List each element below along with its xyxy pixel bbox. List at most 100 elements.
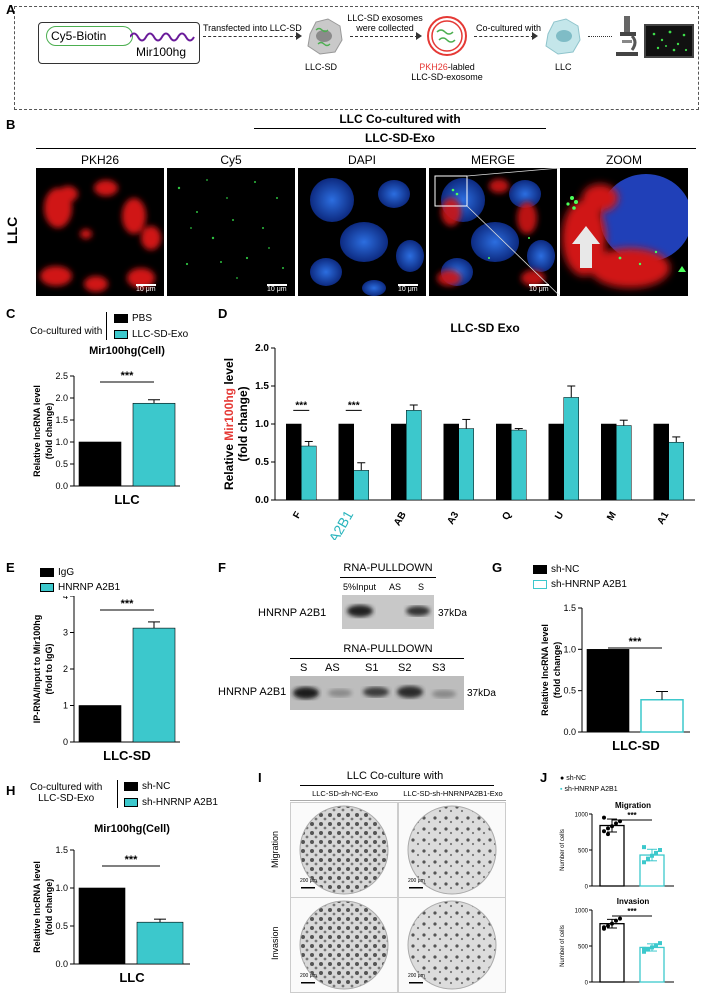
legend-text: HNRNP A2B1	[58, 582, 121, 593]
legend-swatch	[40, 567, 54, 577]
data-point	[602, 815, 606, 820]
y-tick-label: 0.5	[55, 921, 68, 931]
scale-bar	[398, 284, 418, 286]
blot1-lane-1: 5%Input	[343, 582, 377, 592]
y-tick-label: 3	[63, 628, 68, 638]
data-point	[642, 845, 646, 850]
step2-line1: LLC-SD exosomes	[347, 13, 423, 23]
zoom-connector-lines	[466, 168, 561, 296]
bar-sh-hnrnp-a2b1	[136, 921, 184, 965]
legend-text: sh-NC	[142, 781, 171, 792]
data-point	[642, 946, 646, 951]
blot1-title-rule	[340, 577, 436, 578]
bar-sh-hnrnp-a2b1	[640, 699, 684, 733]
y-tick-label: 1.0	[255, 419, 269, 430]
panel-b-title-rule	[36, 148, 696, 149]
legend-item-hnrnp: HNRNP A2B1	[40, 582, 120, 593]
data-point	[658, 848, 662, 852]
significance-stars: ***	[627, 811, 637, 820]
data-point	[646, 857, 650, 862]
migration-sh-hnrnp-image	[398, 802, 506, 898]
mir100hg-gene-label: Mir100hg	[136, 45, 187, 59]
legend-item-sh-nc: ● sh-NC	[560, 775, 587, 782]
panel-label-g: G	[492, 560, 503, 575]
scale-bar	[136, 284, 156, 286]
legend-swatch	[124, 781, 138, 791]
x-tick-label: M	[605, 510, 619, 523]
y-tick-label: 1.0	[55, 437, 68, 447]
row-label-llc: LLC	[4, 216, 20, 244]
y-tick-label: 0	[585, 981, 589, 987]
data-point	[610, 824, 614, 829]
cy5-biotin-pill	[46, 26, 133, 46]
legend-swatch	[40, 582, 54, 592]
merge-image	[429, 168, 557, 296]
exosome-label-line2: LLC-SD-exosome	[411, 72, 483, 82]
y-tick-label: 0.0	[255, 495, 269, 506]
panel-label-c: C	[6, 306, 16, 321]
legend-item-sh-hnrnp: sh-HNRNP A2B1	[124, 797, 218, 808]
y-tick-label: 2.0	[255, 343, 269, 354]
exosome-label-line1: PKH26-labled	[400, 62, 494, 72]
y-tick-label: 2.0	[55, 393, 68, 403]
panel-i-col1: LLC-SD-sh-NC-Exo	[312, 789, 378, 798]
data-point	[654, 943, 658, 948]
legend-text: IgG	[58, 567, 75, 578]
scale-label: 200 μm	[300, 878, 317, 884]
data-point	[610, 921, 614, 926]
channel-label-dapi: DAPI	[347, 153, 376, 167]
panel-j-invasion-chart: Invasion 0 500 1000 Number of cells ***	[560, 897, 674, 987]
panel-label-b: B	[6, 117, 16, 132]
blot2-title-rule	[290, 658, 464, 659]
panel-label-h: H	[6, 783, 16, 798]
bar-a3-treated	[458, 428, 474, 501]
panel-label-i: I	[258, 770, 262, 785]
significance-stars: ***	[121, 598, 135, 610]
step2-label: LLC-SD exosomes were collected	[340, 13, 430, 33]
x-axis-label: LLC-SD	[612, 738, 660, 753]
invasion-sh-hnrnp-image	[398, 897, 506, 993]
y-axis-label: Relative lncRNA level	[32, 385, 42, 477]
scale-label: 10 μm	[267, 286, 287, 293]
blot1-title: RNA-PULLDOWN	[343, 562, 433, 574]
legend-item-pbs: PBS	[114, 313, 152, 324]
zoom-image	[560, 168, 688, 296]
blot2-lane-5: S3	[432, 662, 446, 674]
y-tick-label: 0.5	[55, 459, 68, 469]
blot2-lane-4: S2	[398, 662, 412, 674]
bar-m-treated	[616, 425, 632, 501]
significance-stars: ***	[121, 370, 135, 382]
data-point	[654, 850, 658, 855]
panel-b-title: LLC Co-cultured with LLC-SD-Exo	[240, 112, 560, 145]
panel-i-title-rule	[300, 785, 494, 786]
panel-d-chart: LLC-SD Exo 0.0 0.5 1.0 1.5 2.0 F A2B1 AB A3 Q U M A1 *…	[222, 321, 695, 540]
panel-label-e: E	[6, 560, 15, 575]
dapi-image	[298, 168, 426, 296]
channel-label-pkh26: PKH26	[80, 153, 120, 167]
step2-line2: were collected	[356, 23, 414, 33]
panel-i-col2: LLC-SD-sh-HNRNPA2B1-Exo	[403, 789, 503, 798]
y-axis-label-2: (fold change)	[552, 642, 562, 699]
data-point	[614, 918, 618, 923]
arrow-head-icon	[296, 32, 302, 40]
mir100hg-construct-box	[38, 22, 200, 64]
chart-title: Migration	[615, 801, 651, 810]
bar-q-treated	[511, 429, 527, 501]
step1-label: Transfected into LLC-SD	[203, 23, 302, 33]
legend-text: sh-HNRNP A2B1	[564, 786, 618, 793]
y-axis-label-2: (fold change)	[44, 403, 54, 460]
y-tick-label: 0.0	[563, 727, 576, 737]
significance-stars: ***	[627, 907, 637, 916]
y-tick-label: 500	[578, 945, 589, 951]
bar-f-treated	[301, 445, 317, 501]
invasion-sh-nc-image	[290, 897, 398, 993]
panel-a-frame	[14, 6, 699, 110]
y-axis-label: Relative lncRNA level	[32, 861, 42, 953]
panel-i-header-rule	[290, 800, 506, 801]
bar-pbs	[78, 441, 122, 487]
panel-g-chart: Mir100hg(Exo)0.00.51.01.5***LLC-SDRelati…	[540, 603, 690, 753]
scale-label: 200 μm	[408, 878, 425, 884]
panel-i-row2: Invasion	[270, 926, 280, 960]
panel-j-migration-chart: Migration 0 500 1000 Number of cells ***	[560, 801, 674, 891]
chart-title: Invasion	[617, 897, 650, 906]
